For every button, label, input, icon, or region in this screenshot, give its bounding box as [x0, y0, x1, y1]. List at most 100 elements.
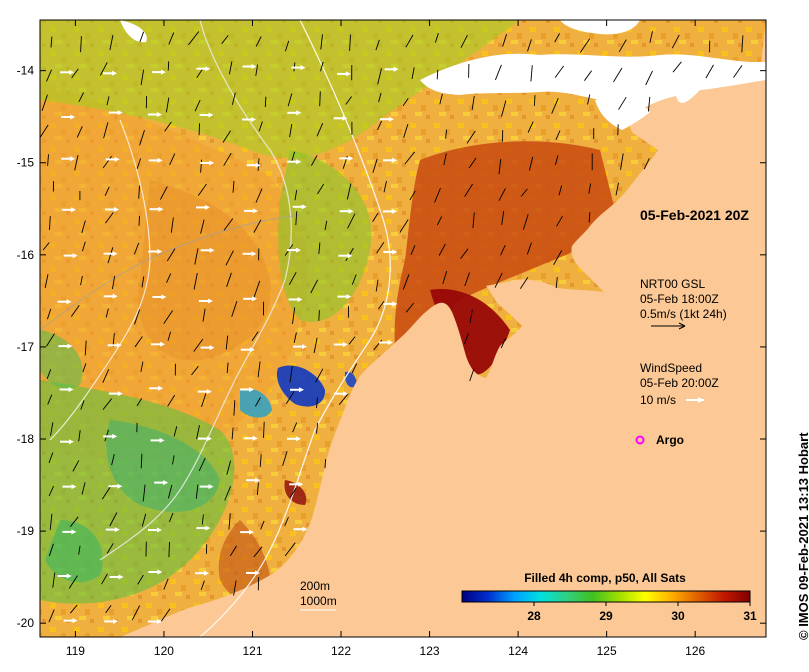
- x-tick-label: 122: [331, 644, 351, 658]
- current-vector-arrow: [142, 484, 146, 502]
- current-vector-arrow: [80, 36, 82, 53]
- y-tick-label: -18: [17, 432, 35, 446]
- wind-vector-head: [296, 436, 301, 442]
- current-vector-arrow: [498, 158, 502, 175]
- x-tick-label: 119: [66, 644, 85, 658]
- y-tick-label: -17: [17, 340, 35, 354]
- current-vector-arrow: [40, 124, 49, 138]
- current-vector-arrow: [618, 39, 627, 53]
- cloud-area: [560, 20, 640, 35]
- current-vector-arrow: [255, 188, 263, 203]
- current-vector-arrow: [255, 36, 262, 47]
- current-vector-arrow: [46, 369, 52, 379]
- current-vector-arrow: [170, 217, 174, 233]
- current-vector-arrow: [167, 394, 176, 407]
- wind-vector-head: [255, 477, 261, 483]
- current-vector-arrow: [409, 190, 416, 201]
- current-vector-arrow: [231, 92, 236, 105]
- current-vector-arrow: [253, 280, 261, 297]
- current-vector-arrow: [188, 31, 200, 46]
- current-vector-arrow: [46, 69, 53, 82]
- current-vector-arrow: [197, 183, 207, 196]
- current-vector-arrow: [139, 31, 145, 43]
- sst-warm-band: [138, 180, 271, 361]
- colorbar: 28 29 30 31: [461, 590, 757, 623]
- current-vector-arrow: [464, 333, 469, 344]
- current-vector-arrow: [372, 212, 379, 222]
- current-vector-arrow: [324, 220, 328, 231]
- current-vector-arrow: [225, 250, 234, 266]
- wind-vector-head: [114, 207, 120, 212]
- current-vector-arrow: [255, 64, 259, 76]
- current-vector-arrow: [42, 242, 50, 251]
- current-vector-arrow: [579, 38, 591, 53]
- current-vector-arrow: [338, 393, 349, 405]
- current-vector-arrow: [225, 335, 229, 350]
- current-vector-arrow: [136, 397, 143, 407]
- current-vector-arrow: [402, 274, 410, 290]
- current-vector-arrow: [141, 513, 147, 527]
- current-vector-arrow: [223, 218, 234, 231]
- current-vector-arrow: [226, 460, 232, 475]
- current-vector-arrow: [259, 454, 262, 468]
- wind-vector-head: [302, 344, 307, 350]
- current-vector-arrow: [439, 93, 443, 105]
- current-vector-arrow: [551, 98, 559, 114]
- current-vector-arrow: [500, 337, 507, 349]
- current-vector-arrow: [494, 272, 503, 288]
- wind-vector-head: [66, 299, 72, 305]
- current-vector-arrow: [316, 397, 318, 409]
- current-vector-arrow: [292, 422, 298, 433]
- current-vector-arrow: [222, 130, 231, 143]
- current-vector-arrow: [105, 308, 109, 318]
- current-vector-arrow: [107, 247, 114, 264]
- argo-label: Argo: [656, 433, 684, 447]
- current-vector-arrow: [136, 158, 142, 169]
- current-vector-arrow: [405, 302, 415, 313]
- y-tick-label: -16: [17, 248, 35, 262]
- current-vector-arrow: [378, 93, 382, 103]
- current-vector-arrow: [741, 35, 744, 53]
- x-tick-label: 125: [597, 644, 617, 658]
- current-source-label: NRT00 GSL: [640, 277, 705, 291]
- current-vector-arrow: [228, 513, 231, 530]
- sst-field: [40, 20, 766, 637]
- current-vector-arrow: [347, 213, 356, 229]
- current-vector-arrow: [193, 273, 198, 290]
- current-vector-arrow: [50, 36, 53, 48]
- current-vector-arrow: [526, 242, 532, 255]
- current-vector-arrow: [324, 459, 327, 469]
- wind-vector-head: [117, 110, 123, 116]
- current-vector-arrow: [294, 189, 298, 201]
- current-vector-arrow: [471, 95, 475, 110]
- current-vector-arrow: [167, 331, 172, 341]
- current-vector-arrow: [705, 64, 714, 79]
- current-vector-arrow: [253, 546, 263, 558]
- current-vector-arrow: [263, 421, 265, 438]
- current-vector-arrow: [527, 121, 534, 133]
- current-vector-arrow: [47, 154, 49, 166]
- isobath-200m-label: 200m: [300, 579, 330, 593]
- current-vector-arrow: [202, 308, 206, 322]
- wind-scale-arrow: [686, 397, 704, 403]
- current-scale-arrow: [651, 322, 686, 330]
- current-vector-arrow: [443, 153, 447, 166]
- current-vector-arrow: [349, 34, 351, 51]
- current-vector-arrow: [164, 121, 172, 132]
- current-vector-arrow: [233, 400, 236, 416]
- current-vector-arrow: [80, 400, 85, 410]
- current-vector-arrow: [399, 219, 409, 233]
- land-mass: [120, 20, 766, 637]
- current-vector-arrow: [320, 34, 323, 50]
- wind-vector-head: [297, 297, 303, 302]
- wind-vector-head: [207, 436, 212, 442]
- wind-vector-head: [68, 387, 74, 392]
- wind-vector-head: [207, 298, 213, 304]
- current-vector-arrow: [109, 512, 118, 527]
- current-vector-arrow: [372, 158, 378, 173]
- current-vector-arrow: [165, 97, 170, 113]
- wind-scale-label: 10 m/s: [640, 393, 676, 407]
- colorbar-gradient: [461, 590, 751, 603]
- current-vector-arrow: [196, 425, 200, 440]
- wind-vector-head: [252, 296, 258, 302]
